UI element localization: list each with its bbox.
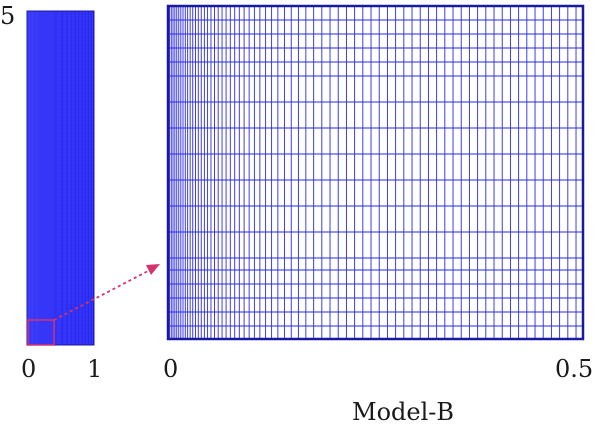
left-x-max-label: 1 [87, 355, 103, 383]
zoom-arrow [53, 269, 151, 321]
zoom-arrow-head [146, 264, 160, 275]
figure-caption: Model-B [352, 398, 455, 426]
full-domain-mesh [26, 10, 95, 346]
right-x-min-label: 0 [163, 355, 179, 383]
left-x-min-label: 0 [21, 355, 37, 383]
zoomed-border [166, 4, 585, 341]
right-x-max-label: 0.5 [555, 355, 594, 383]
zoom-region-box [27, 319, 55, 346]
full-domain-border [26, 10, 95, 346]
zoomed-mesh [166, 4, 585, 341]
left-y-top-label: 5 [0, 2, 16, 30]
full-domain-fill [27, 11, 94, 345]
